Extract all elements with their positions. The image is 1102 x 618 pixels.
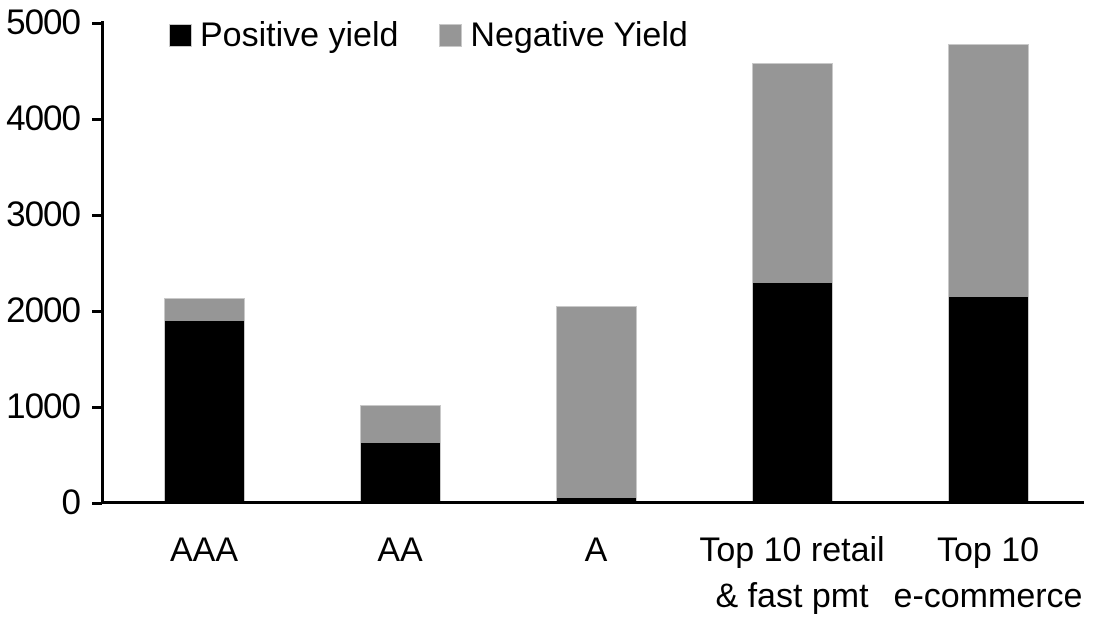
- y-tick: [92, 21, 102, 25]
- x-category-label: Top 10 e-commerce: [893, 531, 1083, 615]
- legend-label-negative: Negative Yield: [470, 16, 688, 54]
- bar-segment-negative-yield: [360, 406, 440, 444]
- x-category-label: A: [584, 531, 608, 569]
- bar-segment-positive-yield: [948, 296, 1028, 503]
- bar-segment-positive-yield: [164, 320, 244, 503]
- y-tick: [92, 501, 102, 505]
- bar-segment-positive-yield: [556, 498, 636, 503]
- legend-item-negative-yield: Negative Yield: [439, 16, 688, 54]
- legend-label-positive: Positive yield: [200, 16, 399, 54]
- y-tick: [92, 117, 102, 121]
- bar-segment-positive-yield: [752, 283, 832, 503]
- y-tick: [92, 213, 102, 217]
- legend-swatch-negative-icon: [439, 23, 463, 47]
- bar-segment-negative-yield: [556, 307, 636, 499]
- bar-group: [751, 63, 833, 504]
- bar-group: [947, 44, 1029, 504]
- legend-item-positive-yield: Positive yield: [169, 16, 399, 54]
- y-tick: [92, 309, 102, 313]
- y-tick-label: 3000: [6, 195, 81, 234]
- bar-segment-negative-yield: [752, 64, 832, 284]
- bar-segment-negative-yield: [948, 45, 1028, 297]
- x-category-label: AAA: [169, 531, 239, 569]
- y-tick: [92, 405, 102, 409]
- bar-segment-negative-yield: [164, 298, 244, 321]
- y-tick-label: 5000: [6, 3, 81, 42]
- y-axis: [101, 21, 104, 504]
- y-tick-label: 2000: [6, 291, 81, 330]
- legend-swatch-positive-icon: [169, 23, 192, 47]
- bar-group: [359, 405, 441, 504]
- x-category-label: AA: [377, 531, 423, 569]
- y-tick-label: 1000: [6, 387, 81, 426]
- legend: Positive yield Negative Yield: [169, 16, 688, 54]
- bar-group: [163, 297, 245, 504]
- bar-segment-positive-yield: [360, 443, 440, 503]
- y-tick-label: 4000: [6, 99, 81, 138]
- x-category-label: Top 10 retail & fast pmt: [699, 531, 885, 615]
- y-tick-label: 0: [61, 483, 81, 522]
- bar-group: [555, 306, 637, 504]
- x-axis: [101, 501, 1084, 504]
